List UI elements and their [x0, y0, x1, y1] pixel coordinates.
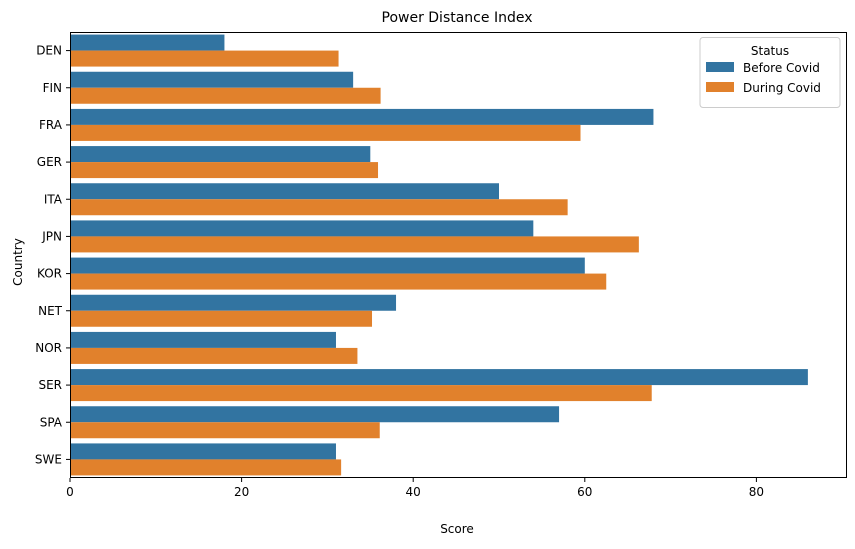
bar-fra-during-covid — [70, 124, 581, 141]
x-axis-label: Score — [440, 522, 474, 536]
bar-spa-during-covid — [70, 422, 380, 439]
legend-swatch — [706, 62, 734, 72]
x-axis: 0 20 40 60 80 — [66, 478, 764, 499]
bar-swe-before-covid — [70, 443, 336, 460]
x-tick-label: 60 — [577, 485, 592, 499]
y-tick-label: SWE — [35, 452, 62, 466]
bar-swe-during-covid — [70, 459, 342, 476]
bar-fin-during-covid — [70, 87, 381, 104]
plot-frame — [70, 32, 847, 478]
chart-title: Power Distance Index — [382, 10, 533, 26]
y-tick-label: DEN — [36, 44, 62, 58]
x-tick-label: 80 — [749, 485, 764, 499]
y-axis-label: Country — [11, 238, 25, 286]
bar-ger-before-covid — [70, 146, 371, 163]
bar-fra-before-covid — [70, 108, 654, 125]
y-tick-label: SPA — [40, 415, 63, 429]
legend-title: Status — [751, 44, 789, 58]
bar-kor-before-covid — [70, 257, 585, 274]
legend-label: Before Covid — [743, 61, 820, 75]
y-tick-label: NET — [38, 304, 63, 318]
x-tick-label: 0 — [66, 485, 74, 499]
y-tick-label: SER — [38, 378, 62, 392]
y-tick-label: GER — [37, 155, 62, 169]
y-tick-label: JPN — [41, 229, 62, 243]
bars-layer — [70, 34, 808, 476]
bar-nor-during-covid — [70, 347, 358, 364]
legend-swatch — [706, 82, 734, 92]
bar-jpn-before-covid — [70, 220, 534, 237]
bar-spa-before-covid — [70, 406, 560, 423]
bar-ser-during-covid — [70, 385, 652, 402]
legend-box — [699, 37, 841, 108]
legend-items: Before Covid During Covid — [706, 61, 821, 95]
legend-label: During Covid — [743, 81, 821, 95]
bar-ser-before-covid — [70, 369, 808, 386]
y-tick-label: NOR — [35, 341, 62, 355]
legend: Status Before Covid During Covid — [699, 37, 841, 108]
bar-net-before-covid — [70, 294, 397, 311]
bar-nor-before-covid — [70, 331, 336, 348]
y-tick-label: KOR — [37, 267, 62, 281]
bar-ger-during-covid — [70, 162, 379, 179]
bar-ita-before-covid — [70, 183, 499, 200]
bar-jpn-during-covid — [70, 236, 639, 253]
y-tick-label: ITA — [44, 192, 63, 206]
bar-fin-before-covid — [70, 71, 354, 88]
bar-net-during-covid — [70, 310, 373, 327]
y-axis: DEN FIN FRA GER ITA JPN KOR NET NOR SER SPA SWE — [35, 44, 70, 466]
bar-den-during-covid — [70, 50, 339, 67]
bar-ita-during-covid — [70, 199, 568, 216]
bar-kor-during-covid — [70, 273, 607, 290]
x-tick-label: 20 — [234, 485, 249, 499]
y-tick-label: FIN — [43, 81, 62, 95]
y-tick-label: FRA — [39, 118, 63, 132]
bar-den-before-covid — [70, 34, 225, 51]
x-tick-label: 40 — [406, 485, 421, 499]
